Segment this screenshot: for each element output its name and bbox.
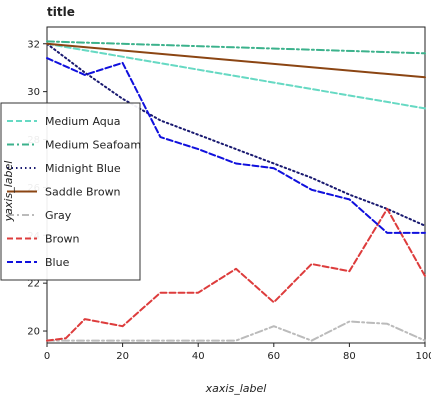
series-line-brown — [46, 207, 426, 342]
chart-title: title — [47, 5, 75, 19]
x-tick-label: 80 — [343, 351, 356, 362]
series-line-blue — [46, 57, 426, 234]
y-tick-label: 20 — [27, 327, 40, 338]
series-line-gray — [46, 320, 426, 342]
legend-entry: Gray — [45, 209, 72, 222]
x-tick-label: 100 — [415, 351, 431, 362]
legend-entry: Medium Seafoam — [45, 139, 141, 152]
legend-entry: Brown — [45, 233, 80, 246]
series-line-medium-aqua — [46, 42, 426, 110]
x-tick-label: 60 — [267, 351, 280, 362]
y-tick-label: 32 — [27, 39, 40, 50]
y-axis-title: yaxis_label — [2, 161, 15, 223]
legend: Medium Aqua Medium Seafoam Midnight Blue Sa… — [0, 102, 141, 281]
legend-entry: Medium Aqua — [45, 115, 121, 128]
series-layer — [46, 40, 426, 342]
x-tick-label: 20 — [116, 351, 129, 362]
y-tick-label: 22 — [27, 279, 40, 290]
series-line-midnight-blue — [46, 42, 426, 227]
x-axis-title: xaxis_label — [205, 382, 267, 395]
x-tick-label: 0 — [44, 351, 50, 362]
x-tick-label: 40 — [192, 351, 205, 362]
y-tick-label: 30 — [27, 87, 40, 98]
legend-entry: Midnight Blue — [45, 162, 121, 175]
legend-entry: Saddle Brown — [45, 186, 121, 199]
series-line-saddle-brown — [46, 42, 426, 79]
series-line-medium-seafoam — [46, 40, 426, 55]
legend-entry: Blue — [45, 256, 70, 269]
